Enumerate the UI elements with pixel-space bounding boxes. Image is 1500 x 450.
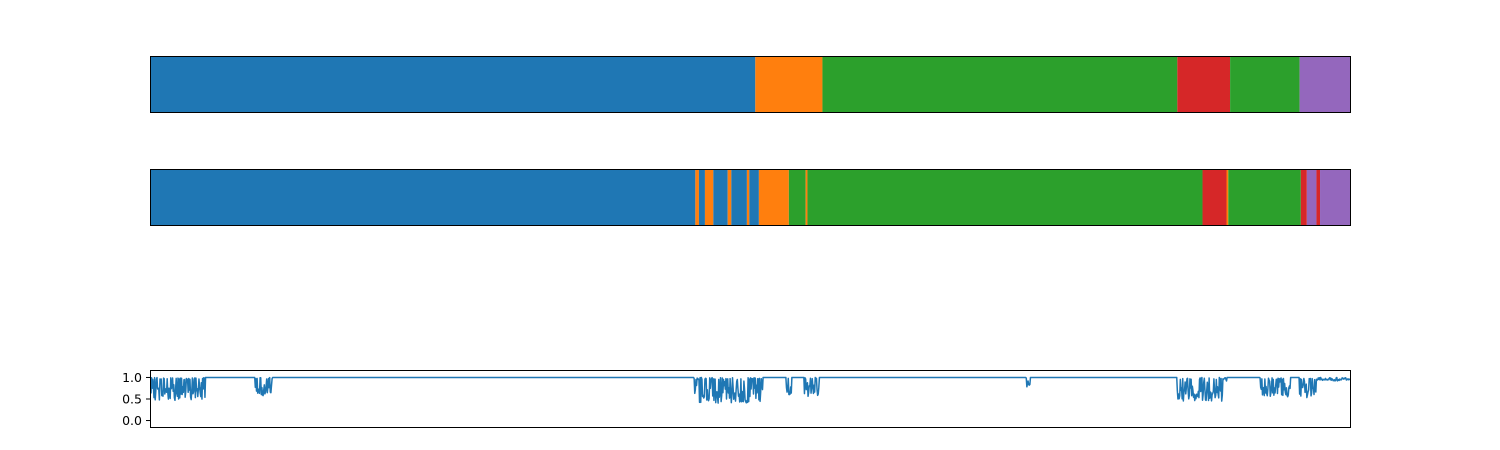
confidence-axes-frame xyxy=(150,370,1351,428)
y-tick-label: 1.0 xyxy=(122,370,142,385)
confidence-line xyxy=(150,376,1351,404)
predicted-segment xyxy=(151,170,696,225)
predicted-segment xyxy=(727,170,732,225)
predicted-segment xyxy=(746,170,750,225)
ground-truth-segment xyxy=(1230,57,1300,112)
ground-truth-segment xyxy=(1177,57,1231,112)
y-ticks: 1.0 0.5 0.0 xyxy=(122,370,151,428)
predicted-segment xyxy=(1316,170,1321,225)
predicted-segment xyxy=(1300,170,1307,225)
confidence-axes: 1.0 0.5 0.0 xyxy=(122,370,1351,428)
predicted-segment xyxy=(704,170,714,225)
ground-truth-segment xyxy=(151,57,756,112)
predicted-segment xyxy=(805,170,808,225)
predicted-segment xyxy=(1320,170,1350,225)
predicted-segment xyxy=(1202,170,1227,225)
ground-truth-segment xyxy=(822,57,1178,112)
predicted-segment xyxy=(749,170,759,225)
y-tick-label: 0.5 xyxy=(122,392,142,407)
predicted-strip xyxy=(151,170,1350,225)
predicted-segment xyxy=(758,170,789,225)
predicted-segment xyxy=(1226,170,1229,225)
predicted-segment xyxy=(1306,170,1317,225)
predicted-segment xyxy=(695,170,699,225)
predicted-segment xyxy=(731,170,747,225)
ground-truth-strip xyxy=(151,57,1350,112)
predicted-segment xyxy=(788,170,806,225)
ground-truth-strip-frame xyxy=(150,56,1351,113)
predicted-segment xyxy=(713,170,728,225)
ground-truth-segment xyxy=(755,57,823,112)
predicted-segment xyxy=(807,170,1203,225)
ground-truth-segment xyxy=(1299,57,1350,112)
predicted-segment xyxy=(698,170,705,225)
predicted-segment xyxy=(1228,170,1301,225)
y-tick-label: 0.0 xyxy=(122,413,142,428)
predicted-strip-frame xyxy=(150,169,1351,226)
